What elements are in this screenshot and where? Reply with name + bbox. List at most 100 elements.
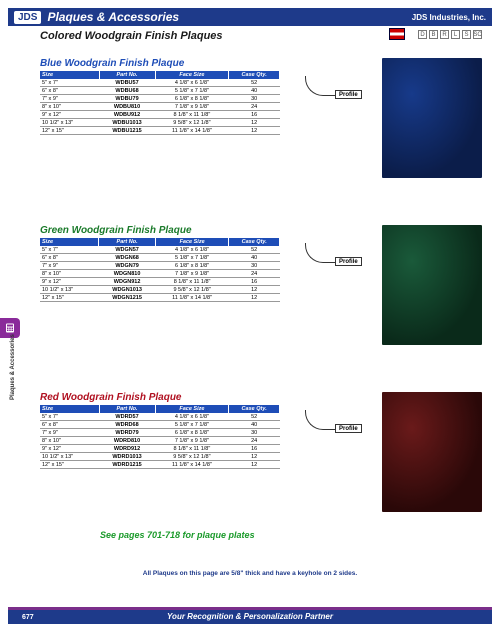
table-row: 7" x 9"WDBU796 1/8" x 8 1/8"30 [40,95,280,103]
table-cell: 8" x 10" [40,270,99,278]
table-cell: 7 1/8" x 9 1/8" [155,103,229,111]
table-cell: 12" x 15" [40,461,99,469]
table-cell: 10 1/2" x 13" [40,286,99,294]
table-cell: 9 5/8" x 12 1/8" [155,453,229,461]
table-cell: 4 1/8" x 6 1/8" [155,79,229,87]
table-header: Size [40,71,99,79]
table-cell: 9" x 12" [40,111,99,119]
see-pages-note: See pages 701-718 for plaque plates [100,530,255,540]
legend-badge: D [418,30,427,39]
table-cell: 7" x 9" [40,95,99,103]
table-header: Case Qty. [229,238,280,246]
table-cell: 12 [229,453,280,461]
table-cell: 8 1/8" x 11 1/8" [155,445,229,453]
table-cell: 24 [229,270,280,278]
plaque-swatch [382,392,482,512]
table-cell: WDGN912 [99,278,155,286]
table-cell: 5 1/8" x 7 1/8" [155,254,229,262]
table-cell: 5" x 7" [40,246,99,254]
table-header: Size [40,405,99,413]
profile-label: Profile [335,90,362,99]
table-row: 10 1/2" x 13"WDGN10139 5/8" x 12 1/8"12 [40,286,280,294]
table-cell: 9 5/8" x 12 1/8" [155,286,229,294]
legend-badge: B [429,30,438,39]
jds-logo: JDS [14,11,41,24]
table-cell: 8 1/8" x 11 1/8" [155,278,229,286]
table-row: 12" x 15"WDRD121511 1/8" x 14 1/8"12 [40,461,280,469]
table-cell: WDBU1013 [99,119,155,127]
side-tab-label: Plaques & Accessories [10,334,16,400]
table-header: Part No. [99,238,155,246]
table-cell: 9 5/8" x 12 1/8" [155,119,229,127]
table-cell: 16 [229,278,280,286]
spec-table: SizePart No.Face SizeCase Qty.5" x 7"WDG… [40,238,280,302]
table-cell: 30 [229,95,280,103]
table-cell: WDRD68 [99,421,155,429]
table-cell: WDRD810 [99,437,155,445]
table-cell: 52 [229,246,280,254]
product-section: Green Woodgrain Finish Plaque SizePart No… [40,225,330,302]
table-header: Size [40,238,99,246]
table-cell: 4 1/8" x 6 1/8" [155,246,229,254]
spec-table: SizePart No.Face SizeCase Qty.5" x 7"WDR… [40,405,280,469]
table-header: Part No. [99,71,155,79]
section-title: Red Woodgrain Finish Plaque [40,392,330,403]
table-cell: 6" x 8" [40,421,99,429]
table-cell: WDGN79 [99,262,155,270]
legend-badges: DBRLSSC [418,30,482,39]
table-cell: 52 [229,79,280,87]
table-cell: 8 1/8" x 11 1/8" [155,111,229,119]
table-cell: 5" x 7" [40,79,99,87]
table-cell: WDBU1215 [99,127,155,135]
table-cell: WDBU79 [99,95,155,103]
table-cell: WDBU912 [99,111,155,119]
table-cell: WDGN1013 [99,286,155,294]
table-cell: 10 1/2" x 13" [40,119,99,127]
section-title: Green Woodgrain Finish Plaque [40,225,330,236]
table-cell: 6 1/8" x 8 1/8" [155,262,229,270]
section-title: Blue Woodgrain Finish Plaque [40,58,330,69]
table-cell: 52 [229,413,280,421]
table-row: 9" x 12"WDGN9128 1/8" x 11 1/8"16 [40,278,280,286]
plaque-swatch [382,58,482,178]
table-header: Face Size [155,405,229,413]
table-cell: 9" x 12" [40,445,99,453]
table-row: 6" x 8"WDGN685 1/8" x 7 1/8"40 [40,254,280,262]
table-cell: 12 [229,294,280,302]
legend-badge: SC [473,30,482,39]
table-row: 8" x 10"WDGN8107 1/8" x 9 1/8"24 [40,270,280,278]
table-cell: 7" x 9" [40,262,99,270]
table-cell: 24 [229,437,280,445]
table-cell: 11 1/8" x 14 1/8" [155,127,229,135]
table-row: 5" x 7"WDBU574 1/8" x 6 1/8"52 [40,79,280,87]
table-cell: 7" x 9" [40,429,99,437]
table-row: 10 1/2" x 13"WDRD10139 5/8" x 12 1/8"12 [40,453,280,461]
table-cell: WDBU57 [99,79,155,87]
table-cell: 8" x 10" [40,437,99,445]
table-cell: 7 1/8" x 9 1/8" [155,437,229,445]
table-cell: WDRD79 [99,429,155,437]
plaque-swatch [382,225,482,345]
footnote: All Plaques on this page are 5/8" thick … [0,570,500,577]
page-subtitle: Colored Woodgrain Finish Plaques [40,30,223,42]
table-header: Part No. [99,405,155,413]
table-cell: 11 1/8" x 14 1/8" [155,461,229,469]
table-cell: 24 [229,103,280,111]
table-cell: WDGN1215 [99,294,155,302]
table-cell: 5" x 7" [40,413,99,421]
table-row: 7" x 9"WDRD796 1/8" x 8 1/8"30 [40,429,280,437]
table-row: 6" x 8"WDBU685 1/8" x 7 1/8"40 [40,87,280,95]
table-cell: 40 [229,87,280,95]
table-row: 9" x 12"WDRD9128 1/8" x 11 1/8"16 [40,445,280,453]
table-cell: 5 1/8" x 7 1/8" [155,87,229,95]
table-cell: 16 [229,445,280,453]
table-cell: 8" x 10" [40,103,99,111]
header-title: Plaques & Accessories [47,10,411,24]
table-cell: 40 [229,421,280,429]
table-row: 5" x 7"WDGN574 1/8" x 6 1/8"52 [40,246,280,254]
table-header: Face Size [155,238,229,246]
legend-badge: L [451,30,460,39]
table-cell: 12" x 15" [40,127,99,135]
table-header: Case Qty. [229,71,280,79]
table-row: 8" x 10"WDRD8107 1/8" x 9 1/8"24 [40,437,280,445]
